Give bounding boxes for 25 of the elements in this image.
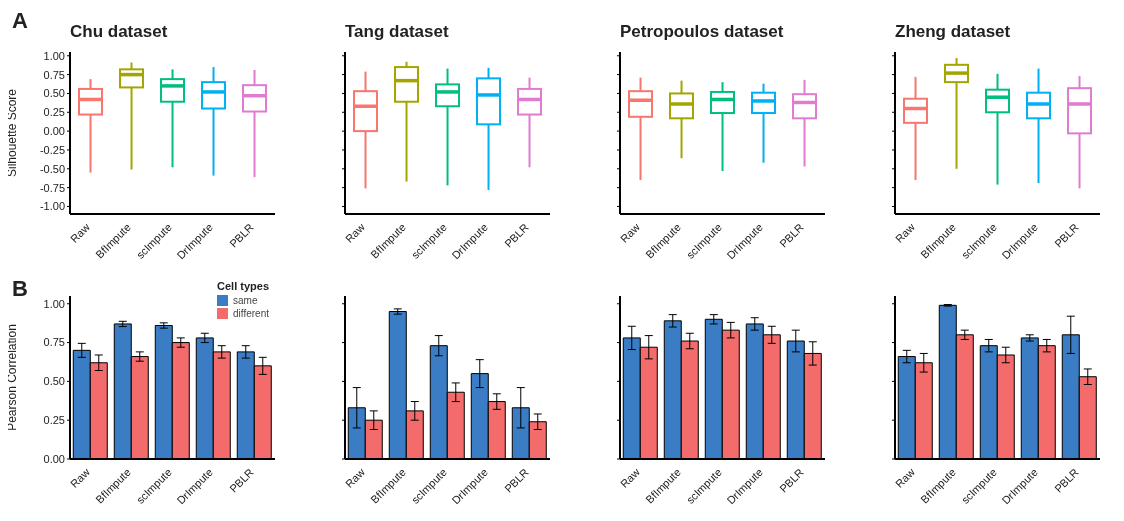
y-tick-label: 0.25: [43, 414, 65, 427]
text: B: [12, 276, 28, 302]
y-tick-label: 0.75: [43, 336, 65, 349]
y-tick-label: 0.75: [43, 68, 65, 81]
chart-title: Petropoulos dataset: [620, 22, 784, 42]
legend-label: same: [232, 295, 259, 306]
y-tick-label: -0.25: [39, 143, 65, 156]
y-tick-label: -0.50: [39, 162, 65, 175]
legend-title: Cell types: [217, 280, 269, 292]
chart-title: Zheng dataset: [895, 22, 1011, 42]
y-tick-label: 1.00: [43, 49, 65, 62]
chart-title: Tang dataset: [345, 22, 449, 42]
chart-title: Chu dataset: [70, 22, 168, 42]
y-tick-label: 0.50: [43, 87, 65, 100]
y-tick-label: 1.00: [43, 297, 65, 310]
y-tick-label: 0.00: [43, 125, 65, 138]
legend-label: different: [232, 308, 269, 319]
y-tick-label: 0.00: [43, 452, 65, 465]
text: A: [12, 8, 28, 34]
y-tick-label: 0.25: [43, 106, 65, 119]
y-axis-title: Silhouette Score: [5, 88, 20, 178]
y-tick-label: -1.00: [39, 200, 65, 213]
y-axis-title: Pearson Correlation: [5, 324, 20, 431]
y-tick-label: 0.50: [43, 375, 65, 388]
y-tick-label: -0.75: [39, 181, 65, 194]
